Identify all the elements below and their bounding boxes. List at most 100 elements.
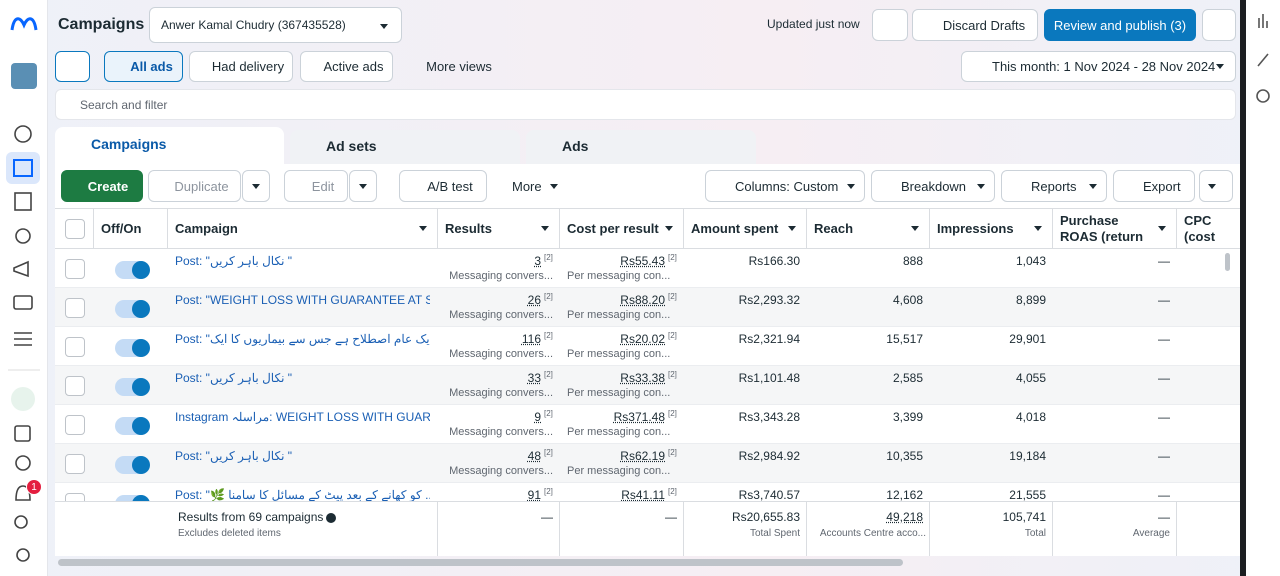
column-header[interactable]: Reach <box>814 221 854 236</box>
scroll-thumb[interactable] <box>1225 253 1230 271</box>
row-checkbox[interactable] <box>65 493 85 501</box>
discard-button[interactable]: Discard Drafts <box>912 9 1038 41</box>
nav-billing[interactable] <box>13 295 33 310</box>
impressions: 21,555 <box>1009 488 1046 501</box>
meta-logo <box>10 17 38 31</box>
view-filter[interactable]: All ads <box>104 51 183 82</box>
toggle[interactable] <box>115 495 150 501</box>
column-header[interactable]: Campaign <box>175 221 238 236</box>
result-value: 26 <box>527 293 541 307</box>
footer-sublabel: Excludes deleted items <box>178 528 281 539</box>
create-button[interactable]: Create <box>61 170 143 202</box>
more-menu-button[interactable] <box>1202 9 1236 41</box>
amount-spent: Rs3,343.28 <box>738 410 800 424</box>
campaign-name[interactable]: Instagram مراسلہ: WEIGHT LOSS WITH GUARA… <box>175 410 430 424</box>
row-checkbox[interactable] <box>65 376 85 396</box>
campaign-name[interactable]: Post: "نکال باہر کریں " <box>175 254 293 268</box>
campaign-name[interactable]: Post: "🌿 کو کھانے کے بعد پیٹ کے مسائل کا… <box>175 488 430 501</box>
toggle[interactable] <box>115 456 150 474</box>
column-header[interactable]: Off/On <box>101 221 142 236</box>
column-header[interactable]: Impressions <box>937 221 1014 236</box>
row-checkbox[interactable] <box>65 337 85 357</box>
toggle[interactable] <box>115 339 150 357</box>
horizontal-scrollbar[interactable] <box>58 559 903 566</box>
data-table: Off/On Campaign Results Cost per result Amou… <box>55 209 1240 556</box>
row-checkbox[interactable] <box>65 415 85 435</box>
cost-note: [2] <box>668 331 677 340</box>
cost-type: Per messaging con... <box>567 465 671 477</box>
nav-menu[interactable] <box>14 332 32 346</box>
edit-icon[interactable] <box>1257 53 1269 67</box>
date-range[interactable]: This month: 1 Nov 2024 - 28 Nov 2024 <box>961 51 1236 82</box>
purchase-roas: — <box>1158 449 1170 463</box>
toggle[interactable] <box>115 300 150 318</box>
result-type: Messaging convers... <box>449 348 553 360</box>
cost-value: Rs88.20 <box>620 293 665 307</box>
avatar[interactable] <box>11 63 37 89</box>
level-tab[interactable]: Ad sets <box>290 130 520 164</box>
amount-spent: Rs2,321.94 <box>738 332 800 346</box>
toggle[interactable] <box>115 417 150 435</box>
column-header[interactable]: Purchase ROAS (return on ad... <box>1060 213 1144 247</box>
nav-audiences[interactable] <box>15 228 31 244</box>
result-value: 33 <box>527 371 541 385</box>
cost-note: [2] <box>668 370 677 379</box>
result-value: 91 <box>527 488 541 501</box>
nav-reports[interactable] <box>14 425 31 442</box>
row-checkbox[interactable] <box>65 298 85 318</box>
toggle-knob <box>132 339 150 357</box>
select-all[interactable] <box>65 219 85 239</box>
nav-overview[interactable] <box>14 125 32 143</box>
column-header[interactable]: Cost per result <box>567 221 659 236</box>
campaign-name[interactable]: Post: "WEIGHT LOSS WITH GUARANTEE AT SI.… <box>175 293 430 307</box>
column-header[interactable]: CPC (cost per link click) <box>1184 213 1230 247</box>
toolbar-more[interactable] <box>1199 170 1233 202</box>
dropdown-caret <box>1216 64 1224 69</box>
cost-note: [2] <box>668 253 677 262</box>
toggle[interactable] <box>115 378 150 396</box>
dropdown-caret <box>359 184 367 189</box>
toolbar-option[interactable]: Columns: Custom <box>705 170 865 202</box>
impressions: 4,018 <box>1015 410 1046 424</box>
impressions: 29,901 <box>1009 332 1046 346</box>
search-toggle[interactable] <box>55 51 90 82</box>
notification-badge: 1 <box>26 479 42 495</box>
level-tab[interactable]: Ads <box>526 130 756 164</box>
nav-debug[interactable] <box>16 548 30 562</box>
row-checkbox[interactable] <box>65 454 85 474</box>
impressions: 1,043 <box>1015 254 1046 268</box>
column-header[interactable]: Results <box>445 221 492 236</box>
column-header[interactable]: Amount spent <box>691 221 779 236</box>
toolbar-action[interactable]: A/B test <box>399 170 487 202</box>
toolbar-option[interactable]: Export <box>1113 170 1195 202</box>
publish-button[interactable]: Review and publish (3) <box>1044 9 1196 41</box>
toolbar-action[interactable]: Edit <box>284 170 348 202</box>
level-tab[interactable]: Campaigns <box>55 127 284 165</box>
history-icon[interactable] <box>1256 89 1270 103</box>
nav-pages[interactable] <box>14 192 32 211</box>
nav-notifications[interactable] <box>15 485 31 501</box>
nav-settings[interactable] <box>15 455 31 471</box>
result-value: 9 <box>534 410 541 424</box>
campaign-name[interactable]: Post: "نکال باہر کریں " <box>175 449 293 463</box>
toolbar-action[interactable]: Duplicate <box>148 170 241 202</box>
footer-reach: 49,218 <box>886 510 923 524</box>
nav-search[interactable] <box>14 515 28 529</box>
view-filter[interactable]: More views <box>426 59 492 74</box>
campaign-name[interactable]: Post: "نکال باہر کریں " <box>175 371 293 385</box>
row-checkbox[interactable] <box>65 259 85 279</box>
view-filter[interactable]: Had delivery <box>189 51 293 82</box>
toolbar-option[interactable]: Breakdown <box>871 170 995 202</box>
charts-icon[interactable] <box>1258 14 1268 28</box>
campaign-name[interactable]: Post: "ایک عام اصطلاح ہے جس سے بیماریوں … <box>175 332 430 346</box>
nav-ads[interactable] <box>13 260 29 278</box>
nav-help[interactable] <box>11 387 35 411</box>
refresh-button[interactable] <box>872 9 908 41</box>
account-select[interactable]: Anwer Kamal Chudry (367435528) <box>149 7 402 43</box>
toggle[interactable] <box>115 261 150 279</box>
table-row: Post: "🌿 کو کھانے کے بعد پیٹ کے مسائل کا… <box>55 483 1240 501</box>
view-filter[interactable]: Active ads <box>300 51 393 82</box>
search-input[interactable]: Search and filter <box>55 89 1236 120</box>
nav-active[interactable] <box>6 152 40 184</box>
